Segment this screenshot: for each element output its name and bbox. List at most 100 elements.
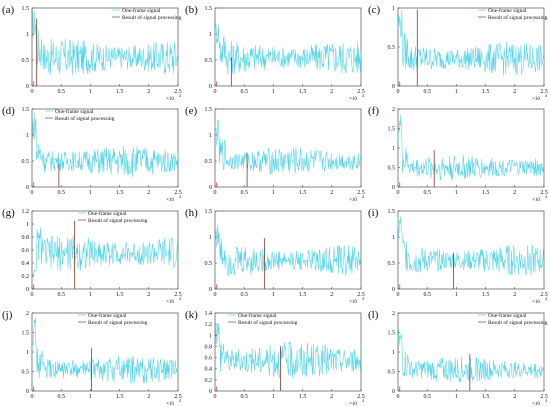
- x-tick-label: 0: [397, 89, 400, 95]
- x-tick-label: 2.5: [357, 89, 365, 95]
- signal-series: [31, 111, 179, 177]
- y-tick-label: 0.8: [22, 235, 30, 241]
- y-tick-label: 0.5: [205, 58, 213, 64]
- legend-result-label: Result of signal processing: [55, 115, 115, 122]
- x-multiplier-exp: 4: [362, 194, 364, 199]
- legend-result-label: Result of signal processing: [88, 217, 148, 224]
- y-tick-label: 1: [209, 333, 212, 339]
- x-tick-label: 1: [89, 394, 92, 400]
- subplot-l: 0 0.5 1 1.5 2 2.5 0 0.5 1 1.5 2 ×10 4 (l) One-frame si…: [366, 305, 549, 407]
- y-tick-label: 0: [392, 185, 395, 191]
- signal-series: [214, 119, 362, 175]
- legend-signal-label: One-frame signal: [488, 7, 527, 14]
- x-tick-label: 1: [455, 292, 458, 298]
- panel-label: (g): [2, 207, 15, 219]
- x-tick-label: 1.5: [299, 292, 307, 298]
- x-tick-label: 0.5: [423, 190, 431, 196]
- x-multiplier: ×10: [349, 300, 357, 305]
- plot-frame: [31, 108, 179, 188]
- y-tick-label: 0.6: [22, 248, 30, 254]
- x-tick-label: 2.5: [174, 190, 182, 196]
- subplot-k: 0 0.5 1 1.5 2 2.5 0 0.2 0.4 0.6 0.8 1 1.2 1.4 ×10 4 (k) O…: [183, 305, 366, 407]
- x-tick-label: 0.5: [240, 394, 248, 400]
- x-tick-label: 0.5: [57, 292, 65, 298]
- x-tick-label: 0.5: [423, 394, 431, 400]
- x-multiplier-exp: 4: [362, 296, 364, 301]
- x-tick-label: 1.5: [482, 394, 490, 400]
- x-tick-label: 1: [272, 394, 275, 400]
- x-tick-label: 2.5: [174, 292, 182, 298]
- y-tick-label: 1: [209, 133, 212, 139]
- chart-svg: 0 0.5 1 1.5 2 2.5 0 0.2 0.4 0.6 0.8 1 1.2 1.4 ×10 4 (k) O…: [185, 309, 365, 407]
- chart-svg: 0 0.5 1 1.5 2 2.5 0 0.5 1 1.5 2 ×10 4 (f): [368, 105, 548, 203]
- x-tick-label: 1.5: [299, 394, 307, 400]
- chart-svg: 0 0.5 1 1.5 2 2.5 0 0.5 1 1.5 ×10 4 (h): [185, 207, 365, 305]
- y-tick-label: 0: [209, 185, 212, 191]
- y-tick-label: 0.5: [388, 370, 396, 376]
- x-multiplier-exp: 4: [179, 194, 181, 199]
- x-tick-label: 1.5: [482, 190, 490, 196]
- chart-svg: 0 0.5 1 1.5 2 2.5 0 0.5 1 1.5 ×10 4 (i): [368, 207, 548, 305]
- plot-frame: [397, 108, 545, 188]
- y-tick-label: 0.2: [205, 378, 213, 384]
- legend-signal-label: One-frame signal: [238, 312, 277, 319]
- panel-label: (c): [368, 4, 381, 16]
- panel-label: (k): [185, 309, 198, 321]
- x-tick-label: 1.5: [482, 292, 490, 298]
- y-tick-label: 1: [26, 32, 29, 38]
- signal-series: [397, 114, 545, 181]
- subplot-g: 0 0.5 1 1.5 2 2.5 0 0.2 0.4 0.6 0.8 1 1.2 ×10 4 (g) One-…: [0, 203, 183, 305]
- y-tick-label: 2: [392, 311, 395, 317]
- x-tick-label: 2: [330, 394, 333, 400]
- y-tick-label: 0.5: [22, 370, 30, 376]
- panel-label: (i): [368, 207, 379, 219]
- x-tick-label: 0.5: [423, 89, 431, 95]
- x-multiplier-exp: 4: [545, 296, 547, 301]
- x-multiplier-exp: 4: [545, 398, 547, 403]
- subplot-d: 0 0.5 1 1.5 2 2.5 0 0.5 1 1.5 ×10 4 (d) One-frame sig…: [0, 101, 183, 203]
- y-tick-label: 1.2: [205, 322, 213, 328]
- y-tick-label: 0: [209, 389, 212, 395]
- y-tick-label: 1.4: [205, 311, 213, 317]
- y-tick-label: 1: [26, 133, 29, 139]
- y-tick-label: 0: [392, 84, 395, 90]
- y-tick-label: 0: [26, 389, 29, 395]
- x-multiplier: ×10: [349, 97, 357, 102]
- x-tick-label: 0: [31, 89, 34, 95]
- x-tick-label: 0.5: [240, 292, 248, 298]
- chart-svg: 0 0.5 1 1.5 2 2.5 0 0.5 1 1.5 ×10 4 (b): [185, 4, 365, 102]
- x-tick-label: 1: [272, 292, 275, 298]
- y-tick-label: 0.5: [205, 159, 213, 165]
- legend-result-label: Result of signal processing: [488, 14, 548, 21]
- legend-signal-label: One-frame signal: [488, 312, 527, 319]
- subplot-f: 0 0.5 1 1.5 2 2.5 0 0.5 1 1.5 2 ×10 4 (f): [366, 101, 549, 203]
- y-tick-label: 2: [26, 311, 29, 317]
- panel-label: (a): [2, 4, 15, 16]
- x-tick-label: 2: [147, 190, 150, 196]
- x-tick-label: 0: [214, 89, 217, 95]
- x-tick-label: 2: [513, 89, 516, 95]
- x-tick-label: 2: [513, 190, 516, 196]
- y-tick-label: 1.5: [388, 209, 396, 215]
- x-multiplier: ×10: [532, 97, 540, 102]
- y-tick-label: 1.2: [22, 209, 30, 215]
- y-tick-label: 0.8: [205, 344, 213, 350]
- x-tick-label: 0.5: [57, 89, 65, 95]
- legend-result-label: Result of signal processing: [238, 319, 298, 326]
- x-multiplier: ×10: [532, 198, 540, 203]
- y-tick-label: 0: [392, 389, 395, 395]
- x-tick-label: 1: [455, 89, 458, 95]
- signal-series: [397, 216, 545, 276]
- x-tick-label: 1: [89, 292, 92, 298]
- y-tick-label: 0.6: [205, 356, 213, 362]
- chart-svg: 0 0.5 1 1.5 2 2.5 0 0.5 1 1.5 ×10 4 (d) One-frame sig…: [2, 105, 182, 203]
- x-tick-label: 1: [89, 190, 92, 196]
- signal-series: [214, 322, 362, 379]
- panel-label: (e): [185, 105, 198, 117]
- x-multiplier-exp: 4: [545, 93, 547, 98]
- x-tick-label: 2.5: [540, 89, 548, 95]
- panel-label: (j): [2, 309, 13, 321]
- y-tick-label: 1.5: [22, 6, 30, 12]
- y-tick-label: 1: [209, 32, 212, 38]
- x-tick-label: 1.5: [116, 292, 124, 298]
